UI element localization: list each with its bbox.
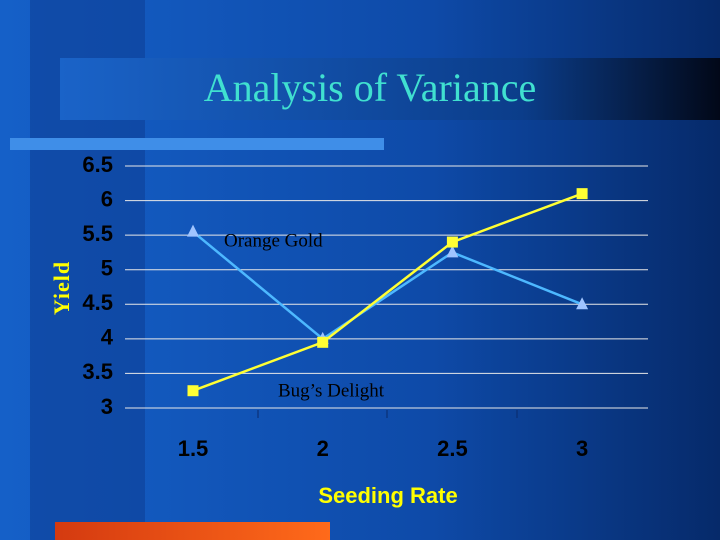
y-tick-label: 6.5	[82, 152, 113, 177]
y-tick-label: 3.5	[82, 359, 113, 384]
point	[576, 297, 589, 310]
series-line	[192, 192, 583, 392]
accent-bar	[10, 138, 384, 150]
series-line	[192, 230, 583, 341]
x-tick-label: 2	[317, 436, 329, 461]
point	[446, 236, 458, 248]
y-tick-label: 6	[101, 186, 113, 211]
series-label: Bug’s Delight	[278, 380, 385, 401]
point	[576, 188, 588, 200]
y-axis-label: Yield	[49, 261, 74, 315]
point	[317, 336, 329, 348]
x-tick-label: 3	[576, 436, 588, 461]
y-tick-label: 5	[101, 256, 113, 281]
accent-bar	[55, 522, 330, 540]
y-tick-label: 5.5	[82, 221, 113, 246]
series-label: Orange Gold	[224, 230, 323, 251]
y-tick-label: 3	[101, 394, 113, 419]
point	[187, 385, 199, 397]
y-tick-label: 4.5	[82, 290, 113, 315]
point	[187, 224, 199, 237]
x-tick-label: 1.5	[178, 436, 209, 461]
chart-title: Analysis of Variance	[204, 65, 537, 110]
x-tick-label: 2.5	[437, 436, 468, 461]
point	[446, 245, 459, 258]
x-axis-ticks	[257, 410, 518, 418]
x-axis-label: Seeding Rate	[318, 483, 457, 508]
y-tick-label: 4	[101, 325, 114, 350]
title-band	[60, 58, 720, 120]
